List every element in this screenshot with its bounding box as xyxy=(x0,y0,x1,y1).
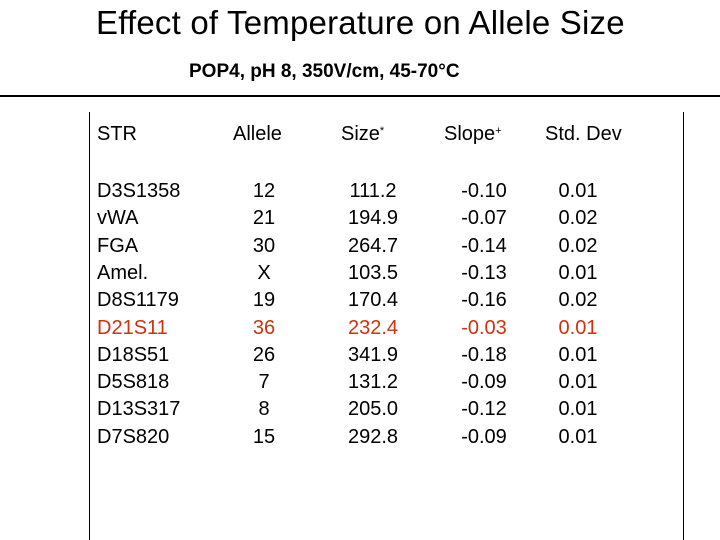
cell-std-dev: 0.01 xyxy=(558,180,598,202)
header-size: Size* xyxy=(341,122,384,146)
header-size-label: Size xyxy=(341,123,380,145)
cell-str: D7S820 xyxy=(97,426,170,448)
cell-std-dev: 0.01 xyxy=(558,371,598,393)
cell-allele: 12 xyxy=(252,180,276,202)
cell-str: vWA xyxy=(97,207,139,229)
cell-str: D8S1179 xyxy=(97,289,179,311)
page-subtitle: POP4, pH 8, 350V/cm, 45-70°C xyxy=(189,61,460,82)
cell-std-dev: 0.02 xyxy=(558,207,598,229)
cell-slope: -0.07 xyxy=(461,207,507,229)
cell-allele: 30 xyxy=(252,235,276,257)
cell-size: 264.7 xyxy=(347,235,399,257)
cell-str: D21S11 xyxy=(97,317,168,339)
cell-size: 111.2 xyxy=(349,180,397,202)
cell-slope: -0.03 xyxy=(461,317,507,339)
cell-slope: -0.12 xyxy=(461,398,507,420)
cell-std-dev: 0.02 xyxy=(558,289,598,311)
cell-str: D13S317 xyxy=(97,398,181,420)
cell-size: 205.0 xyxy=(347,398,399,420)
cell-std-dev: 0.02 xyxy=(558,235,598,257)
cell-slope: -0.14 xyxy=(461,235,507,257)
header-str: STR xyxy=(97,123,137,145)
cell-slope: -0.18 xyxy=(461,344,507,366)
cell-size: 103.5 xyxy=(347,262,399,284)
cell-allele: 26 xyxy=(252,344,276,366)
cell-size: 170.4 xyxy=(347,289,399,311)
header-allele: Allele xyxy=(233,123,282,145)
table-frame-left xyxy=(89,112,90,540)
cell-size: 232.4 xyxy=(347,317,399,339)
cell-std-dev: 0.01 xyxy=(558,426,598,448)
cell-allele: 8 xyxy=(258,398,270,420)
cell-allele: X xyxy=(257,262,271,284)
cell-str: Amel. xyxy=(97,262,149,284)
cell-str: D18S51 xyxy=(97,344,170,366)
page-title: Effect of Temperature on Allele Size xyxy=(96,4,625,41)
cell-std-dev: 0.01 xyxy=(558,262,598,284)
cell-allele: 19 xyxy=(252,289,276,311)
cell-std-dev: 0.01 xyxy=(558,398,598,420)
cell-str: D3S1358 xyxy=(97,180,181,202)
cell-std-dev: 0.01 xyxy=(558,317,598,339)
cell-slope: -0.09 xyxy=(461,426,507,448)
header-slope: Slope+ xyxy=(444,122,502,146)
cell-size: 341.9 xyxy=(347,344,399,366)
table-frame-right xyxy=(683,112,684,540)
cell-size: 131.2 xyxy=(347,371,399,393)
cell-allele: 7 xyxy=(258,371,270,393)
cell-slope: -0.16 xyxy=(461,289,507,311)
cell-size: 194.9 xyxy=(347,207,399,229)
cell-slope: -0.10 xyxy=(461,180,507,202)
cell-allele: 15 xyxy=(252,426,276,448)
header-std-dev: Std. Dev xyxy=(545,123,622,145)
header-size-mark: * xyxy=(379,125,385,137)
cell-allele: 36 xyxy=(252,317,276,339)
cell-str: D5S818 xyxy=(97,371,170,393)
cell-slope: -0.13 xyxy=(461,262,507,284)
header-slope-mark: + xyxy=(495,125,502,137)
header-slope-label: Slope xyxy=(444,123,496,145)
cell-slope: -0.09 xyxy=(461,371,507,393)
cell-std-dev: 0.01 xyxy=(558,344,598,366)
horizontal-rule xyxy=(0,95,720,97)
cell-str: FGA xyxy=(97,235,139,257)
cell-size: 292.8 xyxy=(347,426,399,448)
cell-allele: 21 xyxy=(252,207,276,229)
